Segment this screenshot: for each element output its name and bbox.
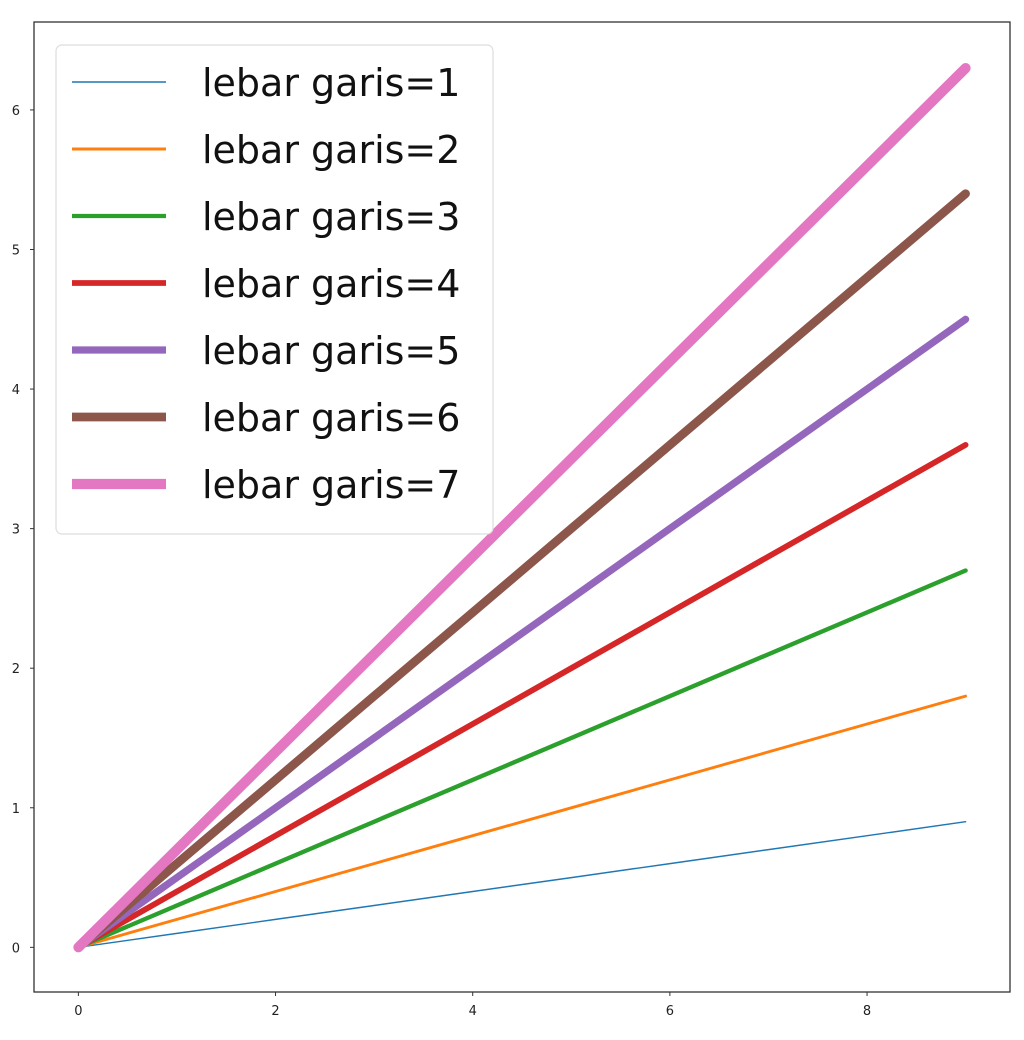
series-line-5: [74, 315, 970, 951]
y-tick-label: 5: [12, 243, 20, 258]
series-line-1: [77, 820, 967, 949]
x-tick-label: 0: [74, 1004, 82, 1019]
y-tick-label: 3: [12, 523, 20, 538]
y-tick-label: 2: [12, 662, 20, 677]
legend-label: lebar garis=3: [202, 195, 460, 239]
y-tick-label: 4: [12, 383, 20, 398]
legend-label: lebar garis=2: [202, 128, 460, 172]
legend-box: [55, 44, 494, 535]
plot-frame: [33, 21, 1011, 993]
series-line-2: [76, 694, 968, 949]
axis-ticks: 0 2 4 6 8 0 1 2 3 4 5 6: [12, 104, 871, 1019]
y-tick-label: 0: [12, 941, 20, 956]
legend-label: lebar garis=5: [202, 329, 460, 373]
x-tick-label: 8: [863, 1004, 871, 1019]
y-tick-label: 6: [12, 104, 20, 119]
legend-label: lebar garis=7: [202, 463, 460, 507]
series-line-4: [75, 441, 969, 951]
x-tick-label: 4: [469, 1004, 477, 1019]
series-line-6: [74, 189, 970, 952]
x-tick-label: 6: [666, 1004, 674, 1019]
x-tick-label: 2: [271, 1004, 279, 1019]
series-line-7: [73, 63, 971, 953]
legend-label: lebar garis=6: [202, 396, 460, 440]
series-line-3: [76, 568, 968, 950]
legend: lebar garis=1 lebar garis=2 lebar garis=3 l…: [55, 44, 494, 535]
series-lines: [73, 63, 971, 953]
legend-label: lebar garis=1: [202, 61, 460, 105]
y-tick-label: 1: [12, 802, 20, 817]
legend-label: lebar garis=4: [202, 262, 460, 306]
